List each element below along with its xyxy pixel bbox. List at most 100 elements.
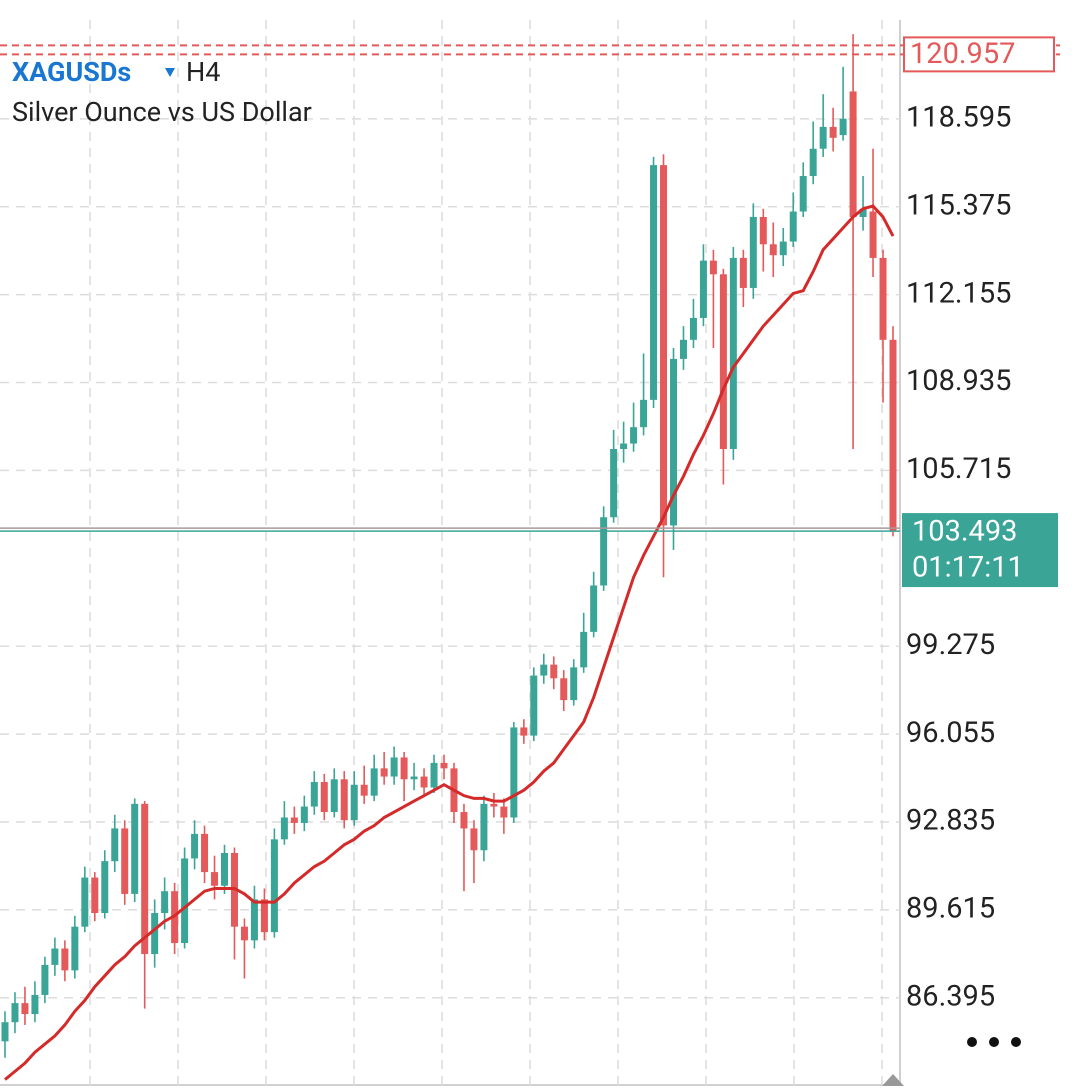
candle-body <box>181 858 189 944</box>
candle-body <box>610 448 618 518</box>
y-tick-label: 86.395 <box>906 979 995 1013</box>
candle-body <box>300 806 308 823</box>
candle-body <box>360 784 368 796</box>
candle-body <box>310 782 318 807</box>
candle-body <box>859 208 867 217</box>
candle-body <box>729 257 737 449</box>
candle-body <box>839 118 847 136</box>
menu-dot[interactable] <box>1011 1037 1021 1047</box>
price-line-box <box>903 36 1055 73</box>
candle-body <box>121 828 129 894</box>
candle-body <box>141 803 149 954</box>
current-price-label: 103.493 <box>912 515 1017 549</box>
candle-body <box>879 257 887 340</box>
dropdown-icon[interactable] <box>165 68 175 77</box>
candle-body <box>410 776 418 780</box>
candle-body <box>600 517 608 586</box>
menu-dot[interactable] <box>967 1037 977 1047</box>
candle-body <box>270 839 278 933</box>
candle-body <box>380 768 388 777</box>
symbol[interactable]: XAGUSDs <box>12 56 131 88</box>
candle-body <box>500 806 508 818</box>
candle-body <box>769 244 777 256</box>
candle-body <box>390 757 398 777</box>
scroll-handle[interactable] <box>882 1074 904 1086</box>
candle-body <box>81 877 89 927</box>
candle-body <box>260 899 268 933</box>
menu-dot[interactable] <box>989 1037 999 1047</box>
candle-body <box>430 762 438 788</box>
candle-body <box>819 126 827 149</box>
candle-body <box>11 1003 19 1023</box>
candle-body <box>221 852 229 886</box>
y-tick-label: 92.835 <box>906 804 995 838</box>
y-tick-label: 108.935 <box>906 364 1011 398</box>
candle-body <box>849 91 857 217</box>
candle-body <box>520 727 528 736</box>
candle-body <box>799 176 807 212</box>
candle-body <box>829 126 837 138</box>
current-price-box <box>902 513 1058 588</box>
candle-body <box>889 339 897 531</box>
candle-body <box>640 399 648 428</box>
candle-body <box>590 585 598 632</box>
candle-body <box>869 211 877 258</box>
y-tick-label: 118.595 <box>906 101 1011 135</box>
candle-body <box>719 274 727 449</box>
candle-body <box>280 817 288 840</box>
candle-body <box>41 964 49 995</box>
candle-body <box>191 833 199 859</box>
candle-body <box>650 165 658 400</box>
candle-body <box>71 926 79 971</box>
candle-body <box>540 664 548 676</box>
candle-body <box>51 948 59 965</box>
candle-body <box>570 667 578 701</box>
candle-body <box>1 1022 9 1042</box>
candle-body <box>510 727 518 818</box>
candle-body <box>211 872 219 886</box>
candle-body <box>31 994 39 1015</box>
y-tick-label: 112.155 <box>906 276 1011 310</box>
candle-body <box>739 257 747 288</box>
y-tick-label: 99.275 <box>906 628 995 662</box>
candle-body <box>320 782 328 813</box>
candle-body <box>151 913 159 954</box>
candle-body <box>620 443 628 449</box>
candle-body <box>350 784 358 821</box>
price-line-label: 120.957 <box>910 37 1015 71</box>
y-tick-label: 96.055 <box>906 716 995 750</box>
candle-body <box>759 216 767 245</box>
y-tick-label: 105.715 <box>906 452 1011 486</box>
candle-body <box>290 817 298 823</box>
candle-body <box>779 241 787 256</box>
candle-body <box>679 339 687 359</box>
candle-body <box>530 675 538 736</box>
candle-body <box>580 631 588 668</box>
candle-body <box>789 211 797 242</box>
candle-body <box>460 812 468 829</box>
moving-average <box>4 204 895 1081</box>
candle-body <box>490 803 498 807</box>
candle-body <box>560 678 568 701</box>
candle-body <box>749 216 757 288</box>
y-tick-label: 115.375 <box>906 188 1011 222</box>
candle-body <box>161 891 169 914</box>
candle-body <box>330 779 338 813</box>
candle-body <box>111 828 119 862</box>
candle-body <box>699 260 707 318</box>
candle-body <box>400 757 408 780</box>
timeframe[interactable]: H4 <box>186 56 220 88</box>
candle-body <box>420 776 428 788</box>
candle-body <box>550 664 558 679</box>
candle-body <box>131 803 139 894</box>
candle-body <box>630 427 638 444</box>
candle-body <box>340 779 348 821</box>
candle-body <box>440 762 448 769</box>
candle-body <box>689 317 697 340</box>
candle-body <box>660 165 668 526</box>
candle-body <box>91 877 99 914</box>
y-tick-label: 89.615 <box>906 892 995 926</box>
candle-body <box>61 948 69 971</box>
candle-body <box>809 148 817 177</box>
candle-body <box>470 828 478 851</box>
